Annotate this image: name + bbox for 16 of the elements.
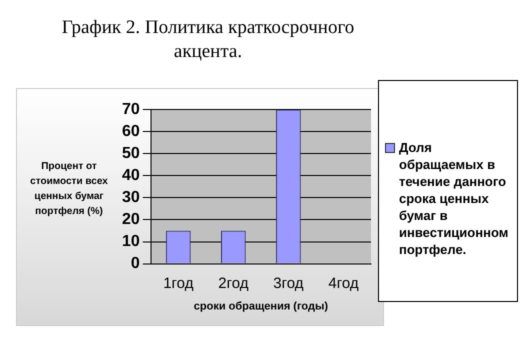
x-tick-label: 1год [163,274,194,292]
y-tick-label: 30 [122,189,140,206]
legend-label: Доля обращаемых в течение данного срока ценных бумаг в инвестиционном портфеле. [399,139,510,258]
x-tick-label: 2год [218,274,249,292]
y-tick-label: 70 [122,101,140,118]
x-tick-label: 3год [273,274,304,292]
y-tick-label: 10 [122,233,140,250]
y-tick-label: 60 [122,123,140,140]
y-tick-label: 40 [122,167,140,184]
y-axis-title: Процент от стоимости всех ценных бумаг портфеля (%) [29,160,109,219]
y-tick-label: 20 [122,211,140,228]
x-tick-label: 4год [328,274,359,292]
x-axis-title: сроки обращения (годы) [194,300,328,312]
y-tick-label: 50 [122,145,140,162]
chart-title: График 2. Политика краткосрочного акцента. [60,16,356,64]
y-tick-label: 0 [130,255,140,272]
